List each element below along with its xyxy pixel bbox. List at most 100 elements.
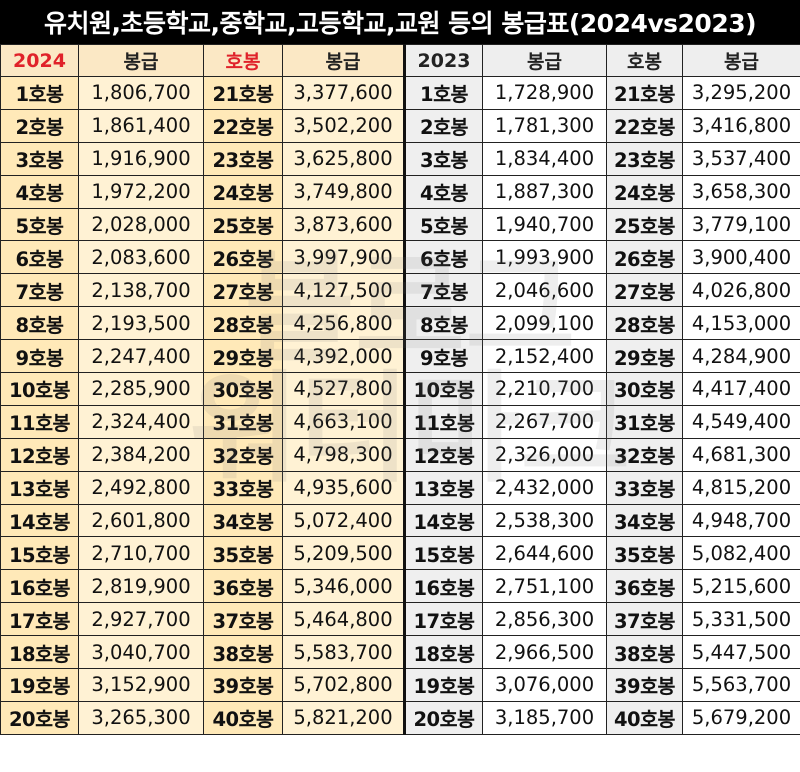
table-row: 18호봉 3,040,700 38호봉 5,583,700 18호봉 2,966,500 3… (0, 635, 800, 670)
pay-2024-a-cell: 1,972,200 (78, 174, 204, 209)
pay-2023-b-cell: 4,153,000 (682, 306, 800, 341)
table-row: 2호봉 1,861,400 22호봉 3,502,200 2호봉 1,781,300 22호… (0, 108, 800, 143)
step-2024-b-cell: 37호봉 (203, 602, 283, 637)
header-pay-2024-b: 봉급 (282, 44, 405, 77)
step-2023-a-cell: 14호봉 (403, 503, 483, 538)
step-2023-a-cell: 18호봉 (403, 635, 483, 670)
step-2023-a-cell: 10호봉 (403, 372, 483, 406)
pay-2024-b-cell: 5,583,700 (282, 635, 405, 670)
table-row: 8호봉 2,193,500 28호봉 4,256,800 8호봉 2,099,100 28호… (0, 306, 800, 341)
pay-2023-a-cell: 2,751,100 (482, 569, 607, 604)
step-2023-a-cell: 17호봉 (403, 602, 483, 637)
table-row: 13호봉 2,492,800 33호봉 4,935,600 13호봉 2,432,000 3… (0, 470, 800, 505)
step-2024-b-cell: 32호봉 (203, 437, 283, 472)
step-2023-b-cell: 35호봉 (606, 536, 683, 571)
pay-2024-b-cell: 4,527,800 (282, 372, 405, 406)
pay-2024-a-cell: 2,083,600 (78, 240, 204, 275)
pay-2024-b-cell: 5,464,800 (282, 602, 405, 637)
step-2024-b-cell: 27호봉 (203, 273, 283, 308)
pay-2024-b-cell: 3,873,600 (282, 207, 405, 242)
table-row: 7호봉 2,138,700 27호봉 4,127,500 7호봉 2,046,600 27호… (0, 273, 800, 308)
table-row: 11호봉 2,324,400 31호봉 4,663,100 11호봉 2,267,700 3… (0, 404, 800, 439)
step-2023-b-cell: 31호봉 (606, 404, 683, 439)
pay-2024-b-cell: 4,798,300 (282, 437, 405, 472)
step-2023-b-cell: 29호봉 (606, 339, 683, 374)
pay-2023-a-cell: 1,993,900 (482, 240, 607, 275)
table-row: 14호봉 2,601,800 34호봉 5,072,400 14호봉 2,538,300 3… (0, 503, 800, 538)
step-2023-b-cell: 23호봉 (606, 141, 683, 176)
step-2023-b-cell: 25호봉 (606, 207, 683, 242)
pay-2023-a-cell: 2,099,100 (482, 306, 607, 341)
pay-2024-a-cell: 2,138,700 (78, 273, 204, 308)
step-2024-b-cell: 29호봉 (203, 339, 283, 374)
table-row: 9호봉 2,247,400 29호봉 4,392,000 9호봉 2,152,400 29호… (0, 339, 800, 374)
step-2024-a-cell: 20호봉 (0, 700, 79, 735)
step-2023-b-cell: 26호봉 (606, 240, 683, 275)
pay-2023-a-cell: 1,781,300 (482, 108, 607, 143)
step-2024-a-cell: 11호봉 (0, 404, 79, 439)
pay-2023-a-cell: 1,940,700 (482, 207, 607, 242)
header-step-2023: 호봉 (606, 44, 683, 77)
pay-2023-a-cell: 2,644,600 (482, 536, 607, 571)
page-title: 유치원,초등학교,중학교,고등학교,교원 등의 봉급표(2024vs2023) (0, 0, 800, 44)
step-2023-b-cell: 37호봉 (606, 602, 683, 637)
pay-2023-a-cell: 3,076,000 (482, 668, 607, 702)
pay-2023-b-cell: 4,284,900 (682, 339, 800, 374)
pay-2024-b-cell: 4,127,500 (282, 273, 405, 308)
step-2024-a-cell: 13호봉 (0, 470, 79, 505)
pay-2024-b-cell: 3,997,900 (282, 240, 405, 275)
step-2024-b-cell: 23호봉 (203, 141, 283, 176)
step-2024-b-cell: 24호봉 (203, 174, 283, 209)
table-row: 20호봉 3,265,300 40호봉 5,821,200 20호봉 3,185,700 4… (0, 700, 800, 735)
table-row: 6호봉 2,083,600 26호봉 3,997,900 6호봉 1,993,900 26호… (0, 240, 800, 275)
pay-2024-b-cell: 5,821,200 (282, 700, 405, 735)
pay-2024-b-cell: 3,625,800 (282, 141, 405, 176)
step-2024-b-cell: 31호봉 (203, 404, 283, 439)
pay-2024-a-cell: 2,247,400 (78, 339, 204, 374)
pay-2023-a-cell: 2,538,300 (482, 503, 607, 538)
header-pay-2023-b: 봉급 (682, 44, 800, 77)
pay-2024-a-cell: 2,285,900 (78, 372, 204, 406)
step-2024-b-cell: 21호봉 (203, 76, 283, 110)
pay-2023-a-cell: 2,326,000 (482, 437, 607, 472)
pay-2024-a-cell: 2,193,500 (78, 306, 204, 341)
step-2024-a-cell: 4호봉 (0, 174, 79, 209)
pay-2023-b-cell: 3,416,800 (682, 108, 800, 143)
step-2024-b-cell: 38호봉 (203, 635, 283, 670)
step-2024-b-cell: 35호봉 (203, 536, 283, 571)
pay-2024-a-cell: 1,806,700 (78, 76, 204, 110)
step-2023-b-cell: 40호봉 (606, 700, 683, 735)
pay-2023-a-cell: 2,046,600 (482, 273, 607, 308)
step-2023-b-cell: 33호봉 (606, 470, 683, 505)
step-2024-b-cell: 28호봉 (203, 306, 283, 341)
step-2024-a-cell: 15호봉 (0, 536, 79, 571)
pay-2023-a-cell: 2,267,700 (482, 404, 607, 439)
step-2024-b-cell: 33호봉 (203, 470, 283, 505)
header-step-2024: 호봉 (203, 44, 283, 77)
pay-2024-b-cell: 5,346,000 (282, 569, 405, 604)
step-2023-b-cell: 39호봉 (606, 668, 683, 702)
pay-2023-a-cell: 2,966,500 (482, 635, 607, 670)
step-2024-a-cell: 17호봉 (0, 602, 79, 637)
step-2024-b-cell: 40호봉 (203, 700, 283, 735)
step-2023-a-cell: 20호봉 (403, 700, 483, 735)
table-row: 1호봉 1,806,700 21호봉 3,377,600 1호봉 1,728,900 21호… (0, 76, 800, 110)
table-row: 15호봉 2,710,700 35호봉 5,209,500 15호봉 2,644,600 3… (0, 536, 800, 571)
step-2023-a-cell: 4호봉 (403, 174, 483, 209)
step-2023-a-cell: 13호봉 (403, 470, 483, 505)
pay-2023-b-cell: 5,563,700 (682, 668, 800, 702)
pay-2024-a-cell: 3,265,300 (78, 700, 204, 735)
pay-2023-b-cell: 5,215,600 (682, 569, 800, 604)
step-2023-a-cell: 19호봉 (403, 668, 483, 702)
step-2023-b-cell: 22호봉 (606, 108, 683, 143)
step-2023-a-cell: 5호봉 (403, 207, 483, 242)
step-2024-b-cell: 34호봉 (203, 503, 283, 538)
pay-2023-b-cell: 4,948,700 (682, 503, 800, 538)
step-2023-a-cell: 3호봉 (403, 141, 483, 176)
pay-2023-a-cell: 2,856,300 (482, 602, 607, 637)
pay-2024-b-cell: 3,502,200 (282, 108, 405, 143)
pay-2024-a-cell: 2,028,000 (78, 207, 204, 242)
table-row: 10호봉 2,285,900 30호봉 4,527,800 10호봉 2,210,700 3… (0, 372, 800, 406)
pay-2024-a-cell: 2,710,700 (78, 536, 204, 571)
pay-2024-a-cell: 2,927,700 (78, 602, 204, 637)
